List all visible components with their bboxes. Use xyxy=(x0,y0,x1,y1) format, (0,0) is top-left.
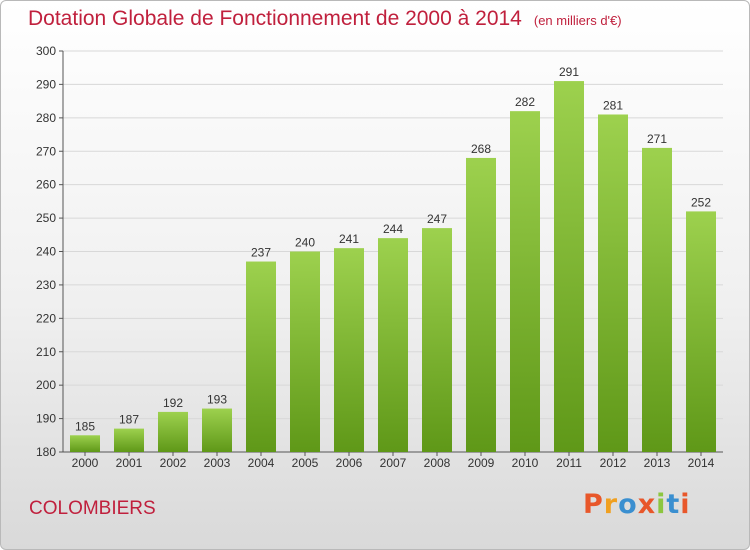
x-tick-label: 2007 xyxy=(380,456,407,470)
logo-letter: i xyxy=(680,489,691,520)
bar-value-label: 291 xyxy=(559,65,579,79)
x-tick-label: 2003 xyxy=(204,456,231,470)
chart-unit-note: (en milliers d'€) xyxy=(533,13,622,28)
bar-2001 xyxy=(114,428,144,452)
bar-value-label: 237 xyxy=(251,246,271,260)
bar-value-label: 185 xyxy=(75,419,95,433)
logo-letter: r xyxy=(603,489,619,520)
x-tick-label: 2004 xyxy=(248,456,275,470)
y-tick-label: 250 xyxy=(36,211,56,225)
x-tick-label: 2000 xyxy=(72,456,99,470)
bar-2013 xyxy=(642,147,672,453)
x-tick-label: 2014 xyxy=(688,456,715,470)
y-tick-label: 210 xyxy=(36,345,56,359)
bar-2002 xyxy=(158,411,188,452)
bar-value-label: 247 xyxy=(427,212,447,226)
x-tick-label: 2012 xyxy=(600,456,627,470)
bar-2009 xyxy=(466,157,496,452)
y-tick-label: 200 xyxy=(36,378,56,392)
y-tick-label: 290 xyxy=(36,77,56,91)
x-tick-label: 2011 xyxy=(556,456,582,470)
x-tick-label: 2010 xyxy=(512,456,539,470)
bar-2012 xyxy=(598,114,628,452)
bar-value-label: 241 xyxy=(339,232,359,246)
logo-letter: x xyxy=(637,489,657,520)
x-tick-label: 2008 xyxy=(424,456,451,470)
y-tick-label: 240 xyxy=(36,245,56,259)
y-tick-label: 270 xyxy=(36,144,56,158)
bar-2006 xyxy=(334,248,364,452)
bar-2005 xyxy=(290,251,320,452)
bar-value-label: 240 xyxy=(295,236,315,250)
bar-2011 xyxy=(554,81,584,452)
bar-value-label: 252 xyxy=(691,195,711,209)
bar-value-label: 268 xyxy=(471,142,491,156)
y-tick-label: 180 xyxy=(36,445,56,459)
bar-value-label: 282 xyxy=(515,95,535,109)
bar-2014 xyxy=(686,211,716,452)
bar-value-label: 187 xyxy=(119,413,139,427)
bar-value-label: 271 xyxy=(647,132,667,146)
label-layer: 180 190 200 210 220 230 240 250 260 270 280 290 300 1… xyxy=(36,44,715,470)
bar-value-label: 193 xyxy=(207,393,227,407)
x-tick-label: 2001 xyxy=(116,456,143,470)
bar-value-label: 192 xyxy=(163,396,183,410)
bar-value-label: 281 xyxy=(603,98,623,112)
x-tick-label: 2013 xyxy=(644,456,671,470)
chart-title-main: Dotation Globale de Fonctionnement de 20… xyxy=(28,7,522,30)
bar-2003 xyxy=(202,408,232,452)
chart-title: Dotation Globale de Fonctionnement de 20… xyxy=(28,7,622,31)
bar-layer xyxy=(70,81,716,453)
proxiti-logo[interactable]: Proxiti xyxy=(583,489,691,520)
y-tick-label: 220 xyxy=(36,311,56,325)
logo-letter: P xyxy=(583,489,604,520)
x-tick-label: 2002 xyxy=(160,456,187,470)
x-tick-label: 2006 xyxy=(336,456,363,470)
bar-2007 xyxy=(378,238,408,452)
bar-2008 xyxy=(422,228,452,452)
commune-name: COLOMBIERS xyxy=(29,498,156,519)
bar-2010 xyxy=(510,111,540,453)
logo-letter: i xyxy=(656,489,667,520)
y-tick-label: 190 xyxy=(36,412,56,426)
y-tick-label: 260 xyxy=(36,178,56,192)
y-tick-label: 300 xyxy=(36,44,56,58)
logo-letter: o xyxy=(618,489,638,520)
bar-value-label: 244 xyxy=(383,222,403,236)
x-tick-label: 2005 xyxy=(292,456,319,470)
y-tick-label: 230 xyxy=(36,278,56,292)
x-tick-label: 2009 xyxy=(468,456,495,470)
bar-2000 xyxy=(70,435,100,452)
y-tick-label: 280 xyxy=(36,111,56,125)
bar-2004 xyxy=(246,261,276,452)
logo-letter: t xyxy=(666,489,681,520)
